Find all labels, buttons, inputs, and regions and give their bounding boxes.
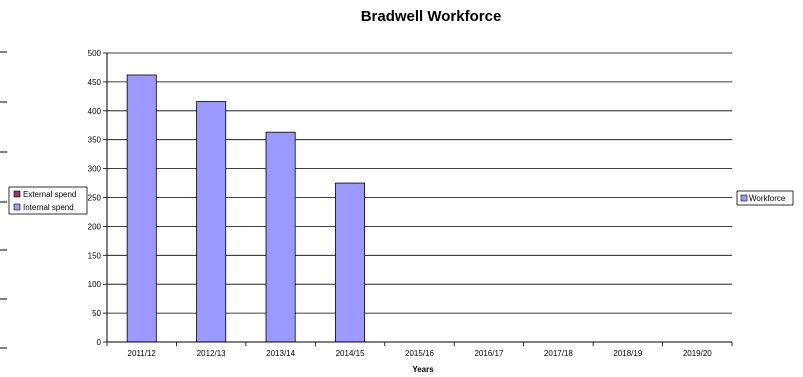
bar-2014-15 bbox=[335, 182, 366, 343]
x-tick-label: 2013/14 bbox=[266, 349, 295, 358]
y-tick-label: 500 bbox=[88, 49, 102, 58]
y-tick-label: 0 bbox=[97, 338, 102, 347]
x-axis-title: Years bbox=[412, 365, 434, 374]
bar-2013-14 bbox=[265, 131, 296, 343]
y-tick-label: 450 bbox=[88, 78, 102, 87]
y-tick-label: 300 bbox=[88, 165, 102, 174]
y-tick-label: 350 bbox=[88, 136, 102, 145]
y-tick-label: 200 bbox=[88, 222, 102, 231]
right-legend: Workforce bbox=[736, 190, 794, 206]
x-tick-label: 2017/18 bbox=[544, 349, 573, 358]
y-tick-label: 250 bbox=[88, 194, 102, 203]
y-tick-label: 100 bbox=[88, 280, 102, 289]
legend-swatch-workforce bbox=[740, 194, 748, 202]
bar-2011-12 bbox=[126, 74, 157, 343]
legend-swatch-internal-spend bbox=[13, 203, 21, 211]
x-tick-label: 2019/20 bbox=[683, 349, 712, 358]
x-tick-label: 2016/17 bbox=[474, 349, 503, 358]
x-tick-label: 2018/19 bbox=[613, 349, 642, 358]
bar-2012-13 bbox=[196, 101, 227, 343]
legend-label-external-spend: External spend bbox=[23, 190, 76, 199]
y-tick-label: 150 bbox=[88, 251, 102, 260]
x-tick-label: 2011/12 bbox=[128, 349, 157, 358]
left-legend: External spend Internal spend bbox=[8, 186, 88, 215]
x-tick-label: 2014/15 bbox=[336, 349, 365, 358]
y-tick-label: 400 bbox=[88, 107, 102, 116]
x-tick-label: 2015/16 bbox=[405, 349, 434, 358]
bars bbox=[126, 74, 366, 343]
legend-label-workforce: Workforce bbox=[749, 194, 786, 203]
x-tick-label: 2012/13 bbox=[197, 349, 226, 358]
y-axis-ticks: 0 50 100 150 200 250 300 350 400 450 500 bbox=[88, 49, 107, 347]
legend-swatch-external-spend bbox=[13, 190, 21, 198]
y-tick-label: 50 bbox=[92, 309, 101, 318]
legend-label-internal-spend: Internal spend bbox=[23, 203, 74, 212]
chart-title: Bradwell Workforce bbox=[361, 8, 502, 25]
x-axis-ticks: 2011/12 2012/13 2013/14 2014/15 2015/16 2016/… bbox=[106, 342, 733, 358]
cropped-left-axis bbox=[0, 51, 7, 349]
